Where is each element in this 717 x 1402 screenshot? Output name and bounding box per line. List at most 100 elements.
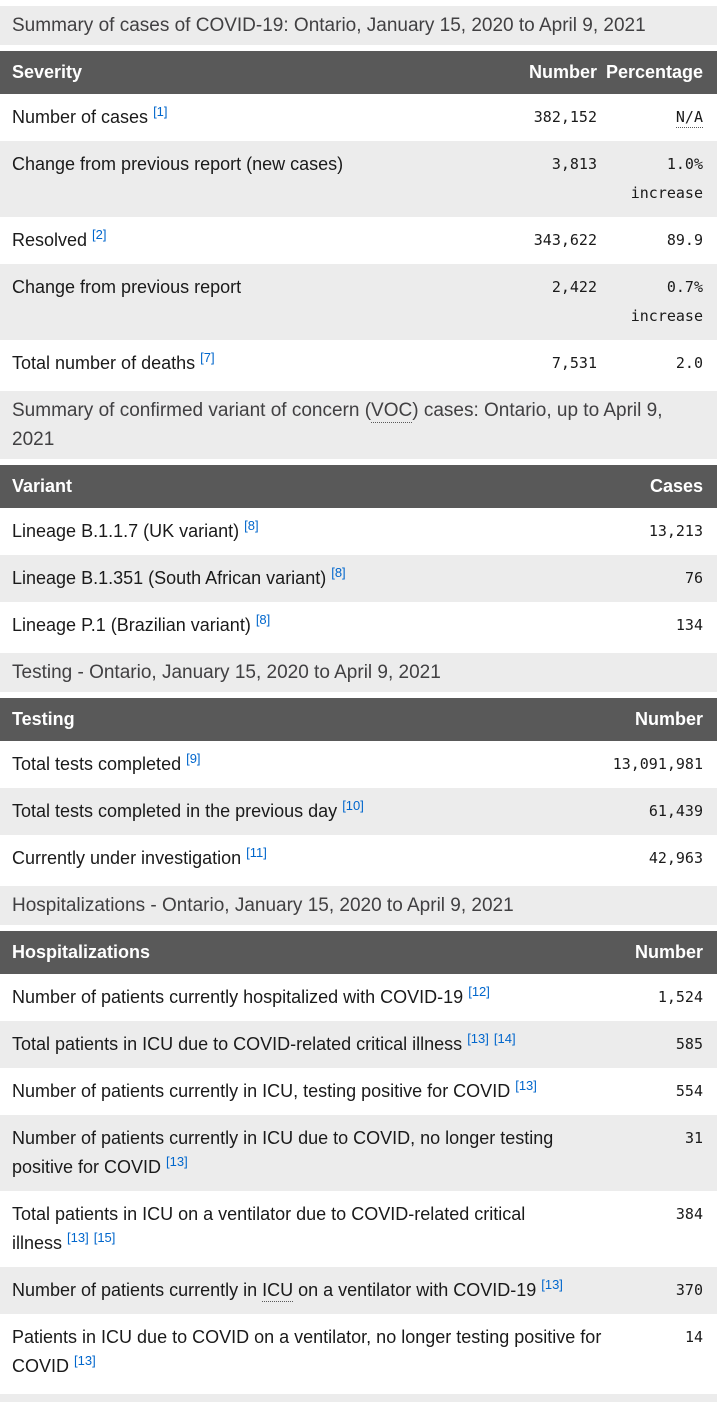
row-label: Lineage B.1.351 (South African variant) [… [0,555,611,602]
table-row: Lineage B.1.1.7 (UK variant) [8] 13,213 [0,508,717,555]
footnote-sup: [14] [494,1031,516,1046]
table-row: Patients in ICU due to COVID on a ventil… [0,1314,717,1390]
abbr-term: VOC [371,400,413,423]
table-row: Total tests completed [9] 13,091,981 [0,741,717,788]
row-label: Total number of deaths [7] [0,340,501,387]
footnote-link[interactable]: [12] [468,984,490,999]
column-header: Hospitalizations [0,931,611,974]
footnote-sup: [11] [246,845,267,860]
footnote-link[interactable]: [2] [92,227,107,242]
footnote-link[interactable]: [8] [244,518,259,533]
value-cell: 61,439 [611,788,717,835]
value-cell: 382,152 [501,94,597,141]
value-text: 76 [684,569,703,587]
table-caption-voc-summary: Summary of confirmed variant of concern … [0,391,717,459]
footnote-link[interactable]: [10] [342,798,364,813]
value-cell: 13,091,981 [611,741,717,788]
column-header: Number [611,698,717,741]
value-text: 1.0% increase [630,155,703,202]
row-label: Currently under investigation [11] [0,835,611,882]
label-text: Change from previous report [12,277,242,297]
footnote-sup: [13] [166,1154,188,1169]
value-text: 89.9 [666,231,703,249]
value-text: 2.0 [675,354,703,372]
value-cell: 2.0 [597,340,717,387]
table-row: Change from previous report 2,422 0.7% inc… [0,264,717,340]
header-row: Hospitalizations Number [0,931,717,974]
footnote-link[interactable]: [8] [331,565,346,580]
abbr-term: N/A [675,108,703,128]
value-cell: 76 [611,555,717,602]
footnote-sup: [13] [74,1353,96,1368]
footnote-sup: [15] [94,1230,116,1245]
value-text: 382,152 [533,108,597,126]
value-text: 384 [675,1205,703,1223]
footnote-link[interactable]: [13] [541,1277,563,1292]
value-cell: 134 [611,602,717,649]
data-table-voc-summary: Variant Cases Lineage B.1.1.7 (UK variant)… [0,465,717,649]
value-cell: 1,524 [611,974,717,1021]
column-header: Percentage [597,51,717,94]
value-cell: 42,963 [611,835,717,882]
value-cell: 1.0% increase [597,141,717,217]
column-header: Severity [0,51,501,94]
row-label: Patients in ICU due to COVID on a ventil… [0,1314,611,1390]
footnote-link[interactable]: [13] [67,1230,89,1245]
value-text: 1,524 [657,988,703,1006]
caption-text: Summary of cases of COVID-19: Ontario, J… [12,15,646,36]
label-text: Patients in ICU due to COVID on a ventil… [12,1327,602,1376]
footnote-link[interactable]: [15] [93,1230,116,1245]
value-text: 585 [675,1035,703,1053]
value-text: 343,622 [533,231,597,249]
value-text: 61,439 [648,802,703,820]
footnote-link[interactable]: [8] [255,612,271,627]
label-text: Number of cases [12,107,149,127]
row-label: Number of patients currently in ICU, tes… [0,1068,611,1115]
data-table-case-summary: Severity Number Percentage Number of cases [… [0,51,717,387]
footnote-link[interactable]: [11] [246,845,267,860]
column-header: Cases [611,465,717,508]
footnote-link[interactable]: [9] [186,751,201,766]
footnote-link[interactable]: [13] [515,1078,537,1093]
label-text: on a ventilator with COVID-19 [293,1280,537,1300]
row-label: Number of patients currently in ICU due … [0,1115,611,1191]
label-text: Total tests completed [12,754,182,774]
header-row: Testing Number [0,698,717,741]
table-row: Number of patients currently in ICU due … [0,1115,717,1191]
value-cell: 31 [611,1115,717,1191]
footnote-link[interactable]: [14] [493,1031,516,1046]
value-cell: 554 [611,1068,717,1115]
table-caption-hospitalizations: Hospitalizations - Ontario, January 15, … [0,886,717,925]
report-body: Summary of cases of COVID-19: Ontario, J… [0,6,717,1390]
footnote-sup: [2] [92,227,106,242]
table-row: Lineage P.1 (Brazilian variant) [8] 134 [0,602,717,649]
footnote-sup: [13] [67,1230,89,1245]
footnote-sup: [1] [153,104,167,119]
value-text: 31 [684,1129,703,1147]
value-cell: 0.7% increase [597,264,717,340]
row-label: Number of patients currently in ICU on a… [0,1267,611,1314]
value-cell: N/A [597,94,717,141]
table-row: Number of patients currently in ICU on a… [0,1267,717,1314]
label-text: Number of patients currently in ICU, tes… [12,1081,511,1101]
footnote-sup: [13] [515,1078,537,1093]
footnote-link[interactable]: [13] [467,1031,489,1046]
table-row: Number of patients currently hospitalize… [0,974,717,1021]
column-header: Testing [0,698,611,741]
footnote-link[interactable]: [7] [200,350,215,365]
table-row: Resolved [2] 343,622 89.9 [0,217,717,264]
footnote-sup: [12] [468,984,490,999]
footnote-link[interactable]: [13] [74,1353,96,1368]
label-text: Lineage P.1 (Brazilian variant) [12,615,251,635]
footnote-link[interactable]: [13] [166,1154,188,1169]
label-text: Change from previous report (new cases) [12,154,344,174]
value-cell: 370 [611,1267,717,1314]
value-text: 554 [675,1082,703,1100]
table-caption-case-summary: Summary of cases of COVID-19: Ontario, J… [0,6,717,45]
value-text: 2,422 [551,278,597,296]
value-text: 134 [675,616,703,634]
value-cell: 343,622 [501,217,597,264]
footnote-link[interactable]: [1] [153,104,168,119]
label-text: Number of patients currently in ICU due … [12,1128,554,1177]
value-text: 7,531 [551,354,597,372]
